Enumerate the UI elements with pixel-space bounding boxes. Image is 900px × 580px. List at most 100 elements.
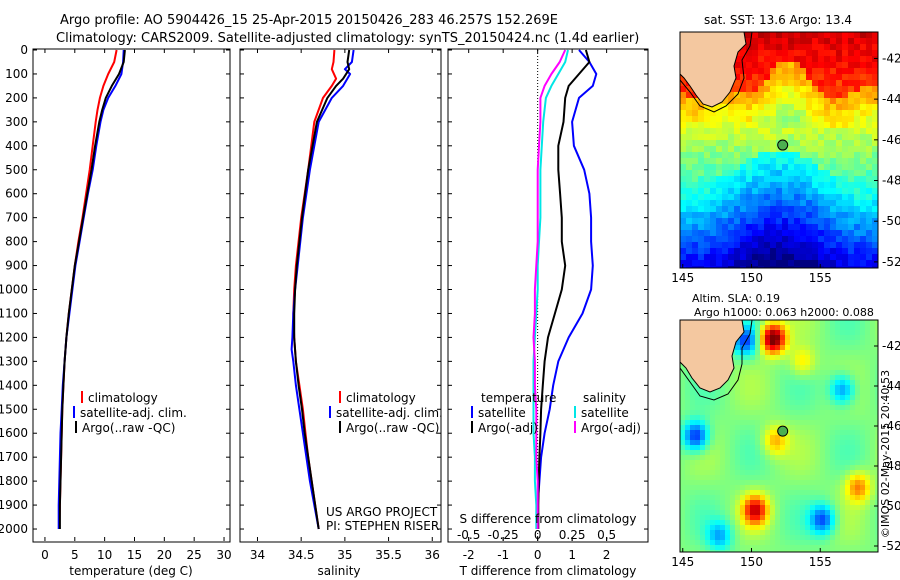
field-cell xyxy=(750,430,756,436)
field-cell xyxy=(776,236,783,243)
field-cell xyxy=(770,50,777,57)
field-cell xyxy=(815,325,821,331)
field-cell xyxy=(840,480,846,486)
field-cell xyxy=(685,545,691,551)
field-cell xyxy=(782,266,789,268)
field-cell xyxy=(800,520,806,526)
field-cell xyxy=(845,415,851,421)
field-cell xyxy=(775,490,781,496)
field-cell xyxy=(695,530,701,536)
field-cell xyxy=(800,435,806,441)
x-tick-label: 35 xyxy=(337,548,352,562)
field-cell xyxy=(722,122,729,129)
field-cell xyxy=(872,62,878,69)
field-cell xyxy=(734,152,741,159)
field-cell xyxy=(725,490,731,496)
field-cell xyxy=(800,140,807,147)
field-cell xyxy=(842,146,849,153)
field-cell xyxy=(780,395,786,401)
field-cell xyxy=(800,116,807,123)
field-cell xyxy=(870,375,876,381)
field-cell xyxy=(750,355,756,361)
field-cell xyxy=(700,400,706,406)
field-cell xyxy=(840,460,846,466)
difference-panel: temperature salinity satellite Argo(-adj… xyxy=(447,48,649,578)
field-cell xyxy=(710,158,717,165)
field-cell xyxy=(865,480,871,486)
field-cell xyxy=(776,122,783,129)
field-cell xyxy=(770,218,777,225)
field-cell xyxy=(806,242,813,249)
field-cell xyxy=(836,74,843,81)
field-cell xyxy=(875,485,878,491)
field-cell xyxy=(740,385,746,391)
field-cell xyxy=(780,385,786,391)
field-cell xyxy=(750,320,756,326)
field-cell xyxy=(855,540,861,546)
field-cell xyxy=(720,465,726,471)
field-cell xyxy=(788,56,795,63)
field-cell xyxy=(765,470,771,476)
field-cell xyxy=(825,455,831,461)
field-cell xyxy=(735,415,741,421)
field-cell xyxy=(870,350,876,356)
field-cell xyxy=(848,230,855,237)
field-cell xyxy=(720,550,726,552)
field-cell xyxy=(755,400,761,406)
field-cell xyxy=(824,182,831,189)
field-cell xyxy=(725,385,731,391)
field-cell xyxy=(788,146,795,153)
field-cell xyxy=(812,152,819,159)
field-cell xyxy=(836,212,843,219)
field-cell xyxy=(795,325,801,331)
field-cell xyxy=(730,505,736,511)
field-cell xyxy=(760,535,766,541)
field-cell xyxy=(812,158,819,165)
field-cell xyxy=(806,74,813,81)
field-cell xyxy=(800,158,807,165)
field-cell xyxy=(855,460,861,466)
field-cell xyxy=(800,266,807,268)
field-cell xyxy=(685,400,691,406)
field-cell xyxy=(845,485,851,491)
field-cell xyxy=(765,490,771,496)
field-cell xyxy=(680,460,686,466)
field-cell xyxy=(722,224,729,231)
field-cell xyxy=(788,254,795,261)
field-cell xyxy=(764,158,771,165)
field-cell xyxy=(752,62,759,69)
field-cell xyxy=(730,440,736,446)
field-cell xyxy=(875,420,878,426)
field-cell xyxy=(812,188,819,195)
field-cell xyxy=(770,194,777,201)
field-cell xyxy=(780,330,786,336)
field-cell xyxy=(866,242,873,249)
field-cell xyxy=(716,242,723,249)
field-cell xyxy=(860,460,866,466)
field-cell xyxy=(785,330,791,336)
field-cell xyxy=(734,260,741,267)
field-cell xyxy=(740,395,746,401)
field-cell xyxy=(704,122,711,129)
field-cell xyxy=(830,44,837,51)
field-cell xyxy=(830,475,836,481)
field-cell xyxy=(765,395,771,401)
field-cell xyxy=(740,200,747,207)
field-cell xyxy=(722,134,729,141)
field-cell xyxy=(685,460,691,466)
depth-tick-label: 400 xyxy=(5,139,28,153)
field-cell xyxy=(704,194,711,201)
field-cell xyxy=(770,485,776,491)
field-cell xyxy=(805,425,811,431)
field-cell xyxy=(704,212,711,219)
field-cell xyxy=(745,350,751,356)
field-cell xyxy=(685,395,691,401)
field-cell xyxy=(710,140,717,147)
field-cell xyxy=(854,32,861,39)
depth-tick-label: 1700 xyxy=(0,450,28,464)
shelf-contour xyxy=(680,320,753,401)
field-cell xyxy=(735,455,741,461)
field-cell xyxy=(815,340,821,346)
field-cell xyxy=(680,455,686,461)
field-cell xyxy=(840,375,846,381)
